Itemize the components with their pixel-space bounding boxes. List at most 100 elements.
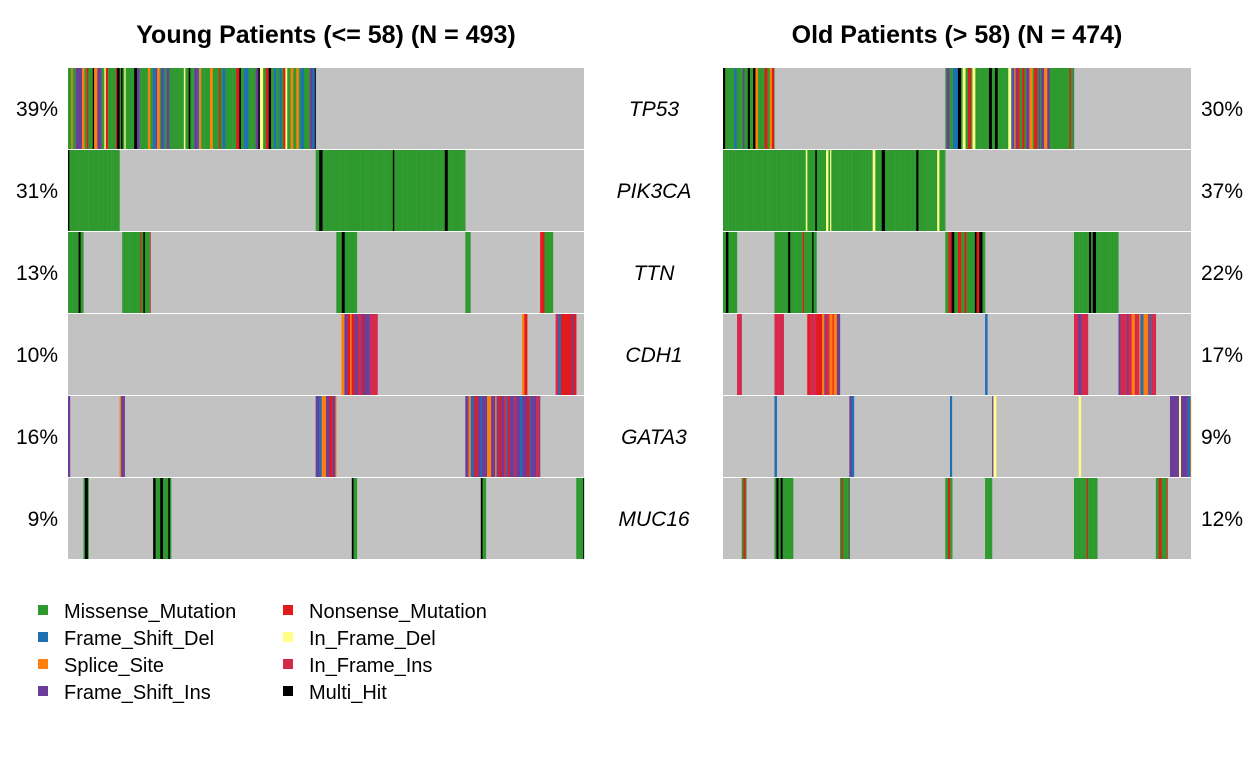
- old-mutation-cell: [825, 314, 829, 395]
- old-mutation-cell: [971, 68, 973, 149]
- old-mutation-cell: [1084, 478, 1087, 559]
- young-row-background: [68, 478, 584, 559]
- old-mutation-cell: [849, 396, 852, 477]
- young-mutation-cell: [210, 68, 213, 149]
- old-mutation-cell: [972, 68, 976, 149]
- young-mutation-cell: [522, 314, 525, 395]
- young-mutation-cell: [343, 314, 345, 395]
- young-mutation-cell: [485, 478, 487, 559]
- old-mutation-cell: [951, 478, 953, 559]
- old-percent-label: 30%: [1201, 98, 1243, 121]
- young-mutation-cell: [428, 150, 431, 231]
- old-mutation-cell: [941, 150, 945, 231]
- old-mutation-cell: [982, 232, 985, 313]
- old-mutation-cell: [1158, 478, 1162, 559]
- old-mutation-cell: [991, 68, 996, 149]
- young-mutation-cell: [88, 68, 92, 149]
- old-mutation-cell: [957, 232, 962, 313]
- young-mutation-cell: [72, 150, 75, 231]
- young-mutation-cell: [68, 396, 71, 477]
- young-mutation-cell: [351, 232, 355, 313]
- young-mutation-cell: [166, 478, 169, 559]
- young-mutation-cell: [285, 68, 288, 149]
- young-mutation-cell: [392, 150, 395, 231]
- young-mutation-cell: [450, 150, 452, 231]
- old-mutation-cell: [945, 232, 948, 313]
- old-mutation-cell: [762, 150, 765, 231]
- young-mutation-cell: [128, 68, 131, 149]
- old-mutation-cell: [1069, 68, 1071, 149]
- old-mutation-cell: [977, 68, 980, 149]
- young-mutation-cell: [182, 68, 185, 149]
- old-mutation-cell: [876, 150, 881, 231]
- old-mutation-cell: [993, 396, 997, 477]
- young-mutation-cell: [573, 314, 577, 395]
- young-mutation-cell: [111, 150, 114, 231]
- young-mutation-cell: [139, 68, 142, 149]
- young-mutation-cell: [375, 150, 378, 231]
- young-mutation-cell: [550, 232, 554, 313]
- old-mutation-cell: [955, 232, 959, 313]
- old-mutation-cell: [813, 232, 817, 313]
- young-mutation-cell: [544, 232, 548, 313]
- old-panel-title: Old Patients (> 58) (N = 474): [792, 21, 1123, 49]
- old-mutation-cell: [764, 150, 768, 231]
- old-mutation-cell: [1172, 396, 1175, 477]
- young-mutation-cell: [413, 150, 417, 231]
- young-mutation-cell: [481, 396, 485, 477]
- legend-label: In_Frame_Del: [309, 628, 436, 650]
- young-mutation-cell: [333, 150, 336, 231]
- old-mutation-cell: [723, 68, 726, 149]
- young-mutation-cell: [512, 396, 515, 477]
- young-mutation-cell: [102, 150, 106, 231]
- old-mutation-cell: [797, 150, 799, 231]
- old-mutation-cell: [1181, 396, 1185, 477]
- young-mutation-cell: [350, 150, 355, 231]
- young-mutation-cell: [506, 396, 509, 477]
- old-mutation-cell: [1187, 396, 1191, 477]
- old-mutation-cell: [908, 150, 912, 231]
- old-mutation-cell: [828, 314, 830, 395]
- young-mutation-cell: [364, 314, 367, 395]
- young-mutation-cell: [524, 396, 528, 477]
- old-mutation-cell: [1078, 314, 1082, 395]
- young-mutation-cell: [498, 396, 502, 477]
- old-mutation-cell: [976, 232, 980, 313]
- young-mutation-cell: [303, 68, 306, 149]
- young-mutation-cell: [368, 314, 371, 395]
- old-mutation-cell: [783, 314, 784, 395]
- young-mutation-cell: [86, 68, 89, 149]
- old-mutation-cell: [777, 150, 780, 231]
- old-mutation-cell: [1109, 232, 1112, 313]
- young-mutation-cell: [259, 68, 264, 149]
- old-mutation-cell: [1120, 314, 1123, 395]
- young-mutation-grid: [68, 68, 585, 559]
- young-mutation-cell: [84, 150, 87, 231]
- young-mutation-cell: [121, 396, 124, 477]
- young-mutation-cell: [547, 232, 551, 313]
- old-mutation-cell: [778, 232, 783, 313]
- young-mutation-cell: [273, 68, 277, 149]
- young-mutation-cell: [75, 68, 80, 149]
- young-mutation-cell: [316, 150, 320, 231]
- old-mutation-cell: [1136, 314, 1138, 395]
- young-mutation-cell: [451, 150, 456, 231]
- old-mutation-cell: [809, 314, 813, 395]
- young-mutation-cell: [229, 68, 233, 149]
- old-mutation-cell: [1085, 314, 1089, 395]
- old-percent-label: 37%: [1201, 180, 1243, 203]
- old-mutation-cell: [841, 150, 846, 231]
- young-mutation-cell: [356, 478, 358, 559]
- old-mutation-cell: [840, 478, 842, 559]
- young-mutation-cell: [240, 68, 245, 149]
- old-mutation-cell: [1149, 314, 1152, 395]
- old-mutation-cell: [979, 68, 982, 149]
- old-mutation-cell: [1015, 68, 1018, 149]
- old-mutation-cell: [948, 478, 951, 559]
- young-mutation-cell: [155, 68, 158, 149]
- old-mutation-cell: [1147, 314, 1150, 395]
- young-mutation-cell: [356, 232, 358, 313]
- young-mutation-cell: [97, 68, 101, 149]
- young-mutation-cell: [123, 396, 125, 477]
- old-mutation-cell: [991, 478, 993, 559]
